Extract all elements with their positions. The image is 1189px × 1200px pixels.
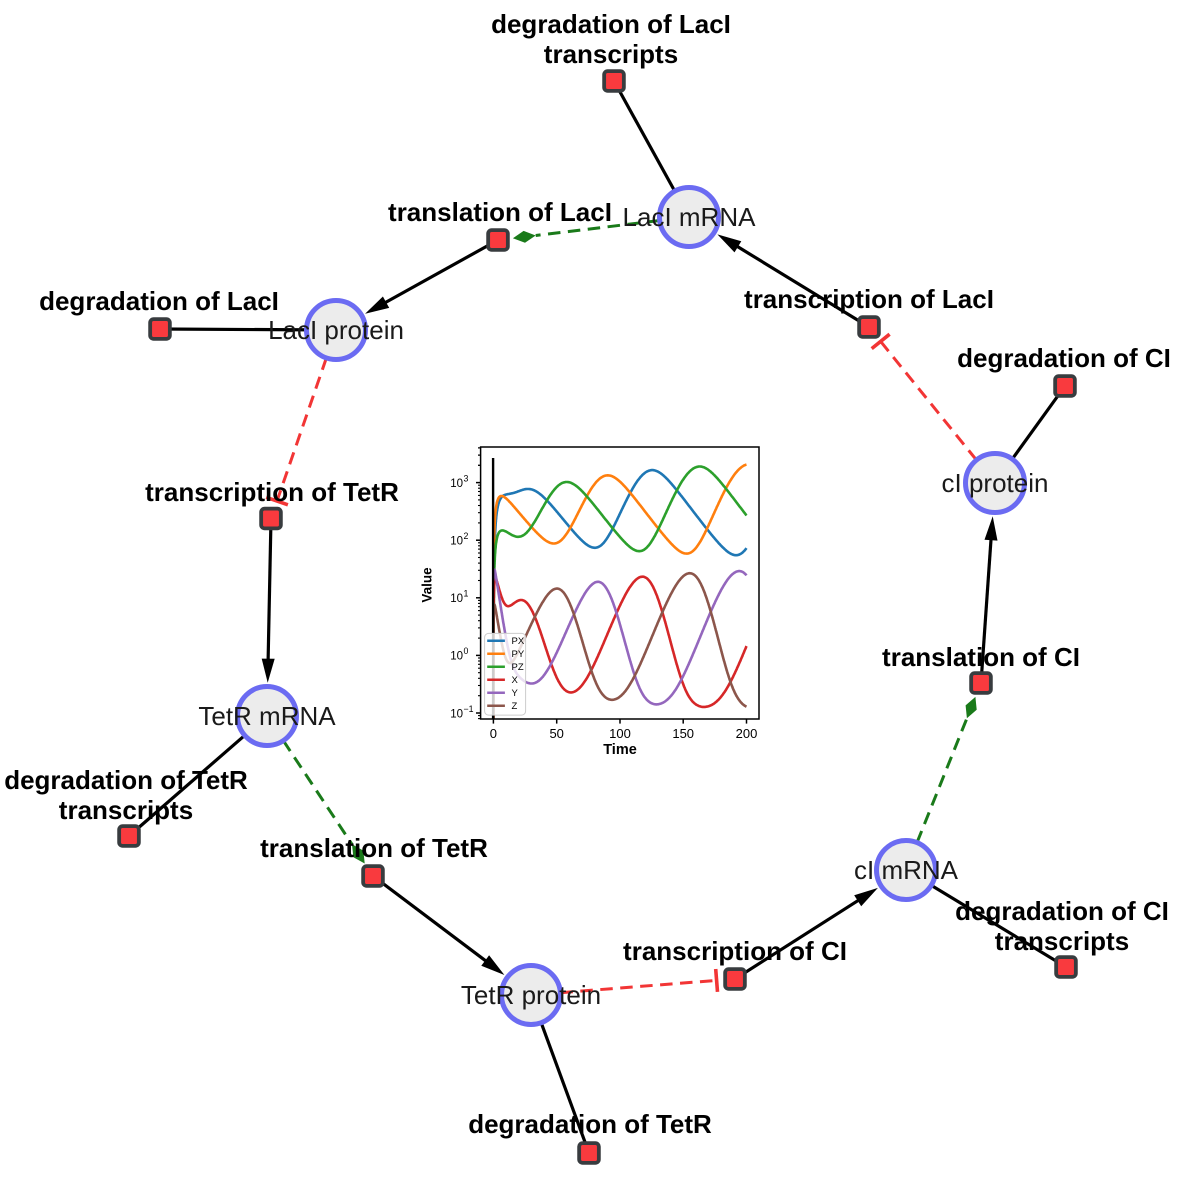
svg-text:200: 200 xyxy=(736,726,758,741)
svg-text:Y: Y xyxy=(512,688,519,699)
svg-text:degradation of CI: degradation of CI xyxy=(957,343,1171,373)
svg-text:Z: Z xyxy=(512,701,518,712)
svg-text:150: 150 xyxy=(672,726,694,741)
svg-text:transcripts: transcripts xyxy=(59,795,193,825)
svg-text:TetR mRNA: TetR mRNA xyxy=(198,701,336,731)
svg-text:translation of CI: translation of CI xyxy=(882,642,1080,672)
svg-text:degradation of TetR: degradation of TetR xyxy=(4,765,248,795)
svg-text:TetR protein: TetR protein xyxy=(461,980,601,1010)
svg-text:cI protein: cI protein xyxy=(942,468,1049,498)
svg-text:transcription of CI: transcription of CI xyxy=(623,936,847,966)
svg-text:100: 100 xyxy=(609,726,631,741)
svg-text:transcription of LacI: transcription of LacI xyxy=(744,284,994,314)
svg-text:degradation of LacI: degradation of LacI xyxy=(39,286,279,316)
svg-text:−1: −1 xyxy=(464,704,474,714)
svg-text:PZ: PZ xyxy=(512,662,524,673)
svg-text:degradation of CI: degradation of CI xyxy=(955,896,1169,926)
svg-text:10: 10 xyxy=(450,536,463,548)
svg-text:transcription of TetR: transcription of TetR xyxy=(145,477,399,507)
svg-text:0: 0 xyxy=(490,726,497,741)
svg-text:Time: Time xyxy=(603,742,637,758)
svg-text:transcripts: transcripts xyxy=(544,39,678,69)
svg-text:50: 50 xyxy=(549,726,563,741)
svg-text:PX: PX xyxy=(512,636,525,647)
svg-text:cI mRNA: cI mRNA xyxy=(854,855,959,885)
svg-text:LacI protein: LacI protein xyxy=(268,315,404,345)
svg-text:2: 2 xyxy=(464,531,469,541)
svg-text:10: 10 xyxy=(450,708,463,720)
svg-text:transcripts: transcripts xyxy=(995,926,1129,956)
svg-text:0: 0 xyxy=(464,646,469,656)
svg-text:translation of LacI: translation of LacI xyxy=(388,197,612,227)
svg-text:10: 10 xyxy=(450,651,463,663)
svg-text:1: 1 xyxy=(464,589,469,599)
svg-text:X: X xyxy=(512,675,519,686)
svg-text:LacI mRNA: LacI mRNA xyxy=(623,202,757,232)
svg-text:degradation of TetR: degradation of TetR xyxy=(468,1109,712,1139)
svg-text:degradation of LacI: degradation of LacI xyxy=(491,9,731,39)
svg-text:10: 10 xyxy=(450,478,463,490)
svg-text:translation of TetR: translation of TetR xyxy=(260,833,488,863)
svg-text:10: 10 xyxy=(450,593,463,605)
svg-text:PY: PY xyxy=(512,649,525,660)
svg-text:3: 3 xyxy=(464,473,469,483)
svg-text:Value: Value xyxy=(420,567,435,603)
